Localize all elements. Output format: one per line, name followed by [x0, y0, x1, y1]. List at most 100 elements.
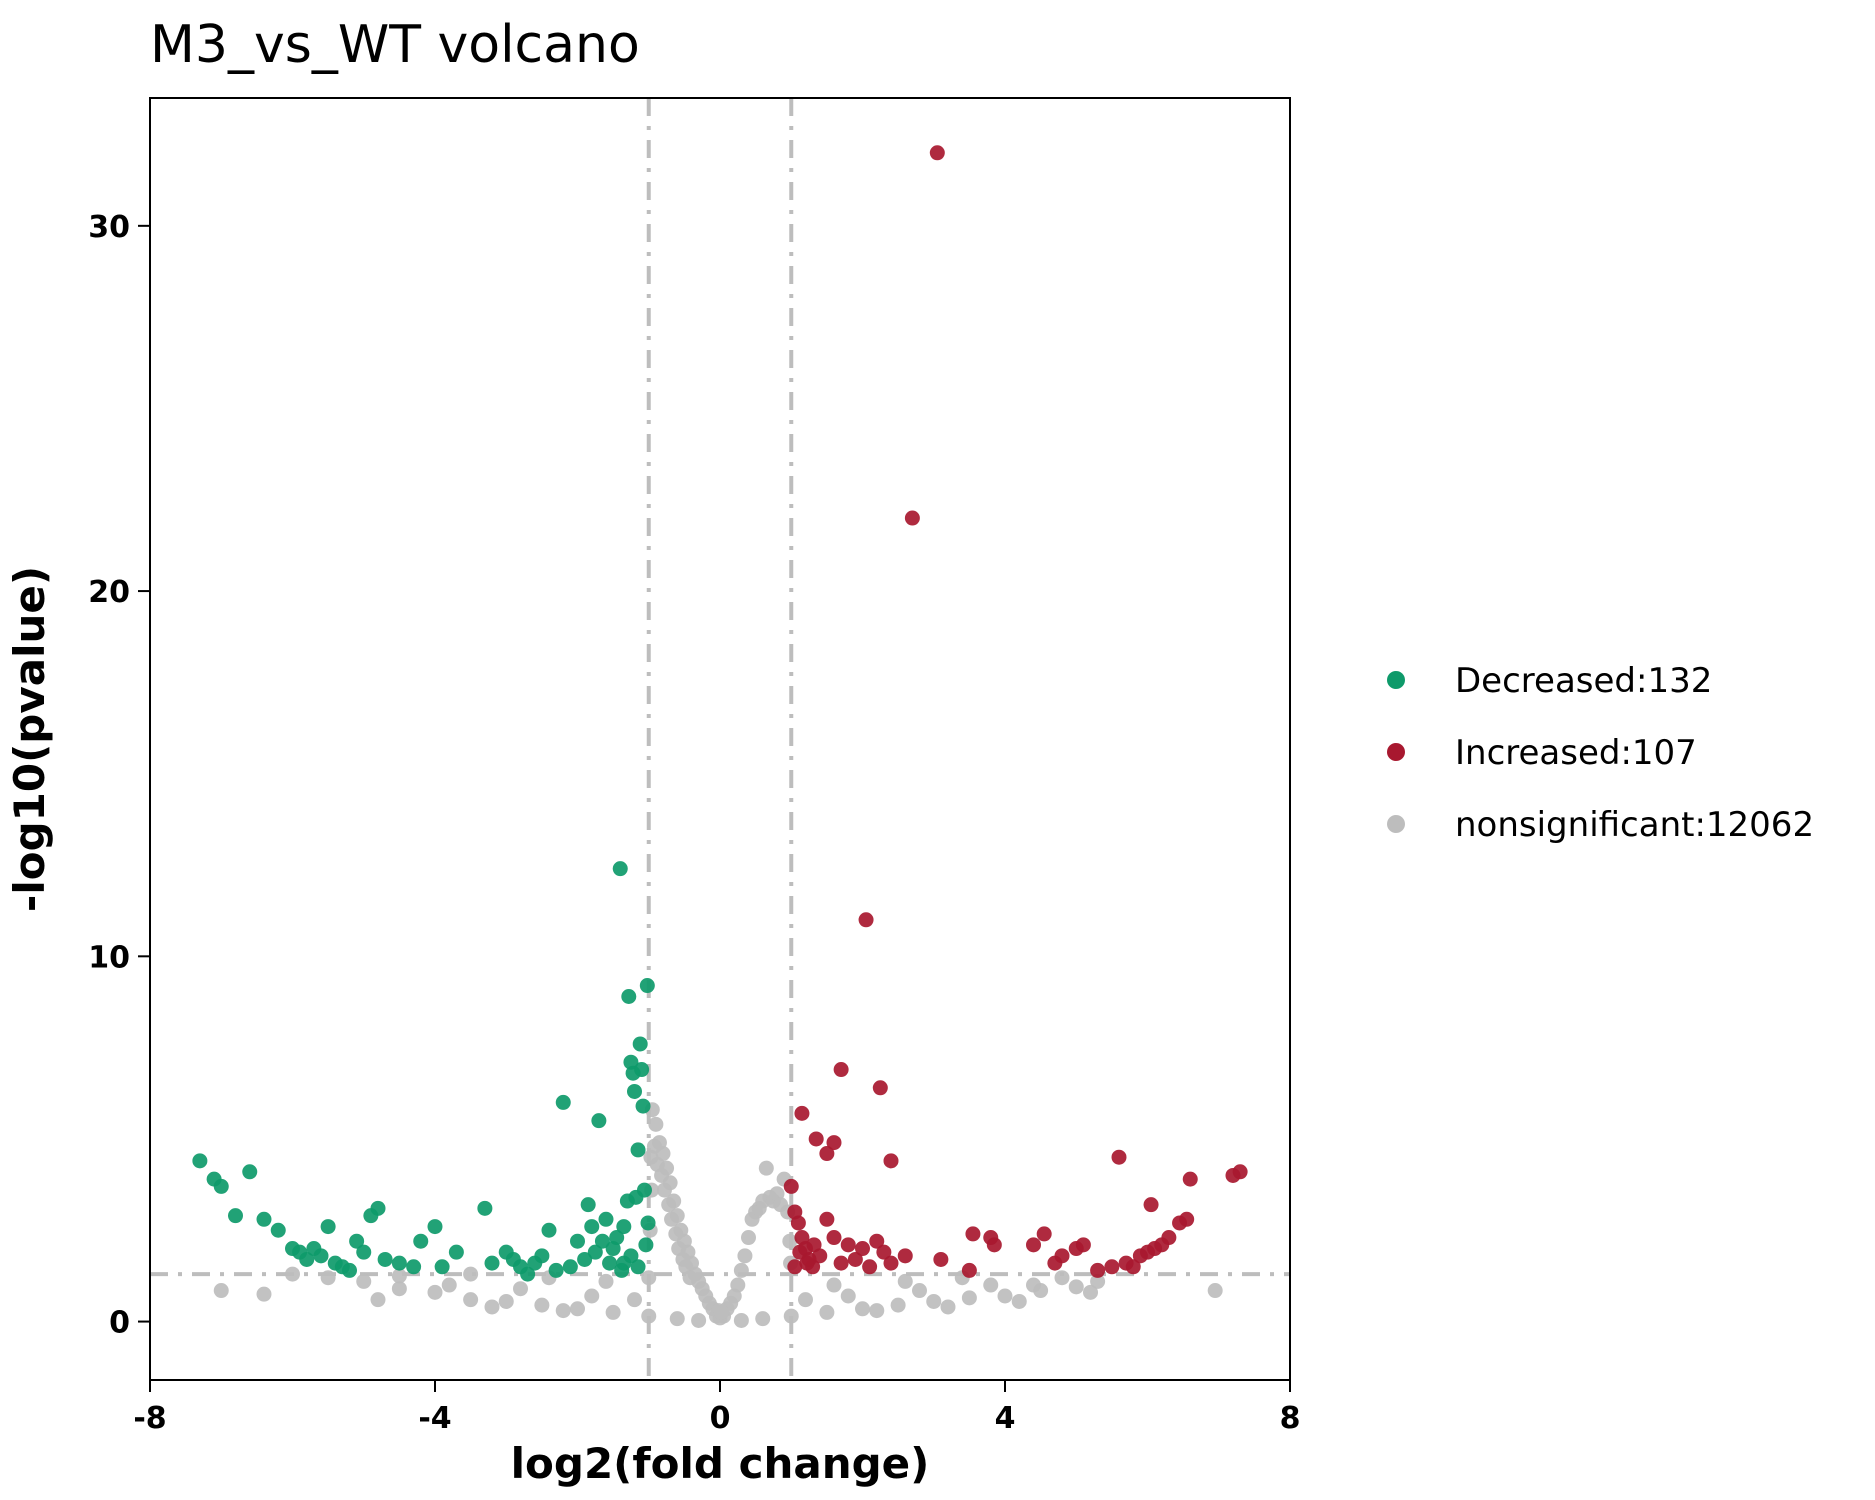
data-point-decreased	[406, 1259, 422, 1275]
data-point-increased	[790, 1215, 806, 1231]
data-point-nonsignificant	[826, 1277, 842, 1293]
data-point-decreased	[413, 1233, 429, 1249]
data-point-decreased	[256, 1211, 272, 1227]
data-point-decreased	[356, 1244, 372, 1260]
data-point-decreased	[427, 1219, 443, 1235]
data-point-decreased	[598, 1211, 614, 1227]
data-point-nonsignificant	[605, 1304, 621, 1320]
x-tick-label: -4	[418, 1401, 451, 1436]
data-point-decreased	[577, 1251, 593, 1267]
data-point-decreased	[616, 1255, 632, 1271]
y-axis: 0 10 20 30	[88, 210, 150, 1341]
data-point-nonsignificant	[213, 1283, 229, 1299]
x-tick-label: 8	[1280, 1401, 1301, 1436]
legend-marker-increased	[1387, 743, 1405, 761]
data-point-nonsignificant	[682, 1270, 698, 1286]
data-point-nonsignificant	[668, 1226, 684, 1242]
data-point-decreased	[616, 1219, 632, 1235]
data-point-increased	[1036, 1226, 1052, 1242]
data-point-nonsignificant	[819, 1304, 835, 1320]
data-point-decreased	[639, 978, 655, 994]
data-point-nonsignificant	[570, 1301, 585, 1317]
data-point-increased	[806, 1237, 822, 1253]
data-point-increased	[1143, 1197, 1159, 1213]
data-point-nonsignificant	[654, 1167, 670, 1183]
plot-background	[150, 98, 1290, 1380]
data-point-decreased	[638, 1237, 654, 1253]
data-point-increased	[1026, 1237, 1041, 1253]
data-point-decreased	[612, 861, 628, 877]
data-point-increased	[1054, 1248, 1070, 1264]
data-point-decreased	[434, 1259, 450, 1275]
data-point-nonsignificant	[940, 1299, 956, 1315]
x-axis-label: log2(fold change)	[511, 1439, 930, 1488]
data-point-nonsignificant	[730, 1277, 746, 1293]
data-point-nonsignificant	[534, 1297, 550, 1313]
data-point-nonsignificant	[391, 1281, 407, 1297]
data-point-nonsignificant	[983, 1277, 999, 1293]
data-point-increased	[858, 912, 874, 928]
data-point-increased	[819, 1211, 835, 1227]
data-point-decreased	[391, 1255, 407, 1271]
data-point-increased	[819, 1146, 835, 1162]
y-axis-label: -log10(pvalue)	[5, 566, 54, 912]
data-point-nonsignificant	[869, 1303, 885, 1319]
data-point-nonsignificant	[890, 1297, 906, 1313]
y-tick-label: 10	[88, 940, 130, 975]
data-point-increased	[1090, 1262, 1106, 1278]
data-point-nonsignificant	[598, 1273, 614, 1289]
legend-label-increased: Increased:107	[1455, 733, 1697, 773]
data-point-decreased	[213, 1178, 229, 1194]
data-point-decreased	[580, 1197, 596, 1213]
data-point-nonsignificant	[641, 1270, 657, 1286]
data-point-increased	[826, 1135, 842, 1151]
data-point-increased	[840, 1237, 856, 1253]
data-point-increased	[1232, 1164, 1248, 1180]
data-point-decreased	[228, 1208, 243, 1224]
data-point-decreased	[636, 1182, 652, 1198]
data-point-nonsignificant	[513, 1281, 528, 1297]
data-point-increased	[883, 1153, 899, 1169]
data-point-decreased	[634, 1062, 650, 1078]
data-point-decreased	[635, 1098, 651, 1114]
data-point-decreased	[584, 1219, 600, 1235]
data-point-increased	[883, 1255, 899, 1271]
data-point-nonsignificant	[1090, 1273, 1106, 1289]
legend-marker-decreased	[1387, 671, 1405, 689]
data-point-decreased	[594, 1233, 610, 1249]
data-point-increased	[986, 1237, 1002, 1253]
data-point-increased	[847, 1251, 863, 1267]
data-point-decreased	[632, 1036, 648, 1052]
data-point-increased	[904, 510, 920, 526]
data-point-nonsignificant	[463, 1292, 479, 1308]
data-point-nonsignificant	[584, 1288, 600, 1304]
data-point-nonsignificant	[997, 1288, 1013, 1304]
data-point-increased	[1104, 1259, 1120, 1275]
legend: Decreased:132 Increased:107 nonsignificant…	[1387, 661, 1814, 845]
data-point-nonsignificant	[691, 1312, 707, 1328]
data-point-nonsignificant	[783, 1308, 799, 1324]
x-tick-label: -8	[133, 1401, 166, 1436]
data-point-decreased	[621, 988, 637, 1004]
data-point-nonsignificant	[484, 1299, 500, 1315]
y-tick-label: 30	[88, 210, 130, 245]
data-point-nonsignificant	[733, 1262, 749, 1278]
data-point-nonsignificant	[427, 1284, 443, 1300]
data-point-increased	[876, 1244, 892, 1260]
data-point-nonsignificant	[320, 1270, 336, 1286]
data-point-increased	[1111, 1149, 1127, 1165]
data-point-increased	[961, 1262, 977, 1278]
data-point-nonsignificant	[463, 1266, 479, 1282]
data-point-increased	[872, 1080, 888, 1096]
data-point-decreased	[484, 1255, 500, 1271]
data-point-decreased	[591, 1113, 607, 1129]
data-point-nonsignificant	[741, 1230, 756, 1246]
data-point-decreased	[640, 1215, 656, 1231]
data-point-nonsignificant	[661, 1197, 677, 1213]
data-point-decreased	[448, 1244, 464, 1260]
data-point-nonsignificant	[926, 1293, 942, 1309]
data-point-nonsignificant	[285, 1266, 300, 1282]
data-point-increased	[855, 1241, 870, 1257]
data-point-increased	[833, 1255, 849, 1271]
data-point-nonsignificant	[391, 1268, 407, 1284]
